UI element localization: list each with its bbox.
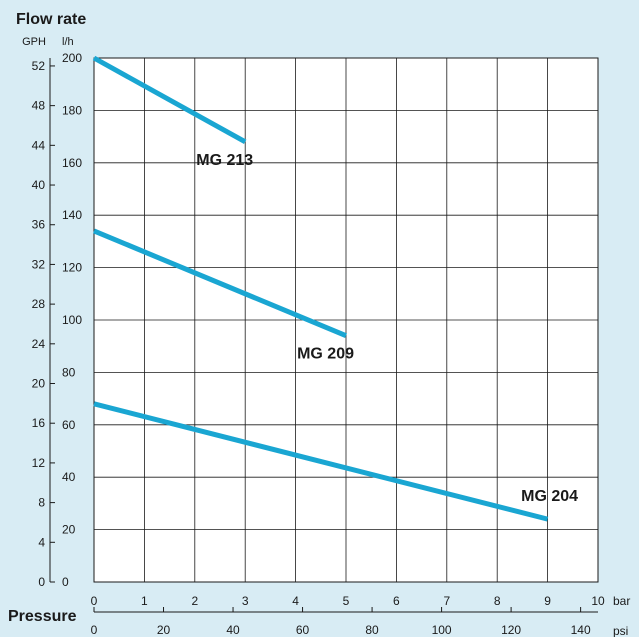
y-tick-label: 180 — [62, 103, 82, 117]
x-tick-label: 3 — [242, 594, 249, 608]
y-tick-label: 160 — [62, 156, 82, 170]
y-tick-label: 80 — [62, 365, 76, 379]
x-tick-label: 6 — [393, 594, 400, 608]
y2-tick-label: 48 — [32, 99, 46, 113]
y2-tick-label: 20 — [32, 377, 46, 391]
y2-tick-label: 0 — [38, 575, 45, 589]
x2-tick-label: 0 — [91, 623, 98, 637]
y2-tick-label: 16 — [32, 416, 46, 430]
y2-tick-label: 44 — [32, 138, 46, 152]
y-unit-label: l/h — [62, 36, 74, 48]
y2-tick-label: 12 — [32, 456, 46, 470]
y2-tick-label: 52 — [32, 59, 46, 73]
plot-area: 0 1 2 3 4 5 6 7 8 9 100204060801001201401601802000… — [32, 51, 605, 637]
y2-tick-label: 32 — [32, 257, 46, 271]
y2-tick-label: 40 — [32, 178, 46, 192]
y-tick-label: 0 — [62, 575, 69, 589]
series-labels: MG 213 MG 209 MG 204 — [196, 152, 578, 505]
x-unit-label: bar — [613, 594, 630, 608]
series-line-2 — [93, 228, 347, 339]
y2-tick-label: 28 — [32, 297, 46, 311]
x2-tick-label: 20 — [157, 623, 171, 637]
x2-tick-label: 120 — [501, 623, 521, 637]
x2-unit-label: psi — [613, 624, 628, 637]
plot-border — [93, 57, 599, 583]
x2-tick-label: 40 — [226, 623, 240, 637]
y2-tick-label: 24 — [32, 337, 46, 351]
series-label: MG 209 — [297, 346, 354, 363]
series-line-3 — [93, 401, 549, 522]
x-tick-label: 9 — [544, 594, 551, 608]
y2-tick-label: 8 — [38, 496, 45, 510]
x2-tick-label: 140 — [571, 623, 591, 637]
x-tick-label: 4 — [292, 594, 299, 608]
y2-tick-label: 36 — [32, 218, 46, 232]
y2-unit-label: GPH — [22, 36, 46, 48]
x2-tick-label: 60 — [296, 623, 310, 637]
series-label: MG 213 — [196, 152, 253, 169]
y2-tick-label: 4 — [38, 535, 45, 549]
y-tick-label: 200 — [62, 51, 82, 65]
series-line-1 — [92, 55, 247, 145]
y-tick-label: 100 — [62, 313, 82, 327]
x-tick-label: 5 — [343, 594, 350, 608]
series-label: MG 204 — [521, 488, 578, 505]
y-tick-label: 140 — [62, 208, 82, 222]
x-tick-label: 1 — [141, 594, 148, 608]
y-tick-label: 60 — [62, 418, 76, 432]
axes: 0 1 2 3 4 5 6 7 8 9 100204060801001201401601802000… — [32, 51, 605, 637]
y-tick-label: 40 — [62, 470, 76, 484]
chart-title: Flow rate — [16, 11, 86, 28]
x-axis-title: Pressure — [8, 608, 77, 625]
x-tick-label: 2 — [191, 594, 198, 608]
y-tick-label: 20 — [62, 523, 76, 537]
series-lines — [92, 55, 549, 522]
x-tick-label: 10 — [591, 594, 605, 608]
y-tick-label: 120 — [62, 261, 82, 275]
x2-tick-label: 100 — [432, 623, 452, 637]
x-tick-label: 0 — [91, 594, 98, 608]
x-tick-label: 7 — [443, 594, 450, 608]
x-tick-label: 8 — [494, 594, 501, 608]
x2-tick-label: 80 — [365, 623, 379, 637]
